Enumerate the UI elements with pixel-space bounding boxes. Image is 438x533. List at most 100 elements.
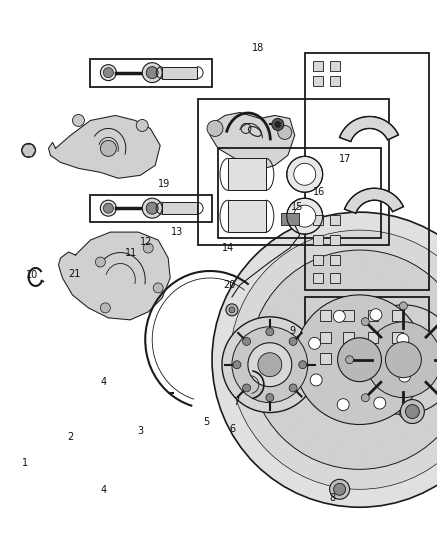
- Circle shape: [361, 394, 369, 402]
- Circle shape: [289, 384, 297, 392]
- Circle shape: [287, 198, 323, 234]
- Text: 15: 15: [291, 202, 304, 212]
- Bar: [305, 53, 429, 290]
- Text: 14: 14: [222, 243, 234, 253]
- Circle shape: [226, 304, 238, 316]
- Circle shape: [295, 295, 424, 424]
- Bar: [313, 235, 323, 245]
- Circle shape: [142, 198, 162, 218]
- Text: 11: 11: [125, 248, 137, 258]
- Text: 21: 21: [69, 270, 81, 279]
- Circle shape: [248, 343, 292, 386]
- Bar: [162, 202, 197, 214]
- Bar: [313, 273, 323, 283]
- Text: 16: 16: [313, 187, 325, 197]
- Circle shape: [207, 120, 223, 136]
- Circle shape: [334, 483, 346, 495]
- Circle shape: [278, 125, 292, 140]
- Text: 20: 20: [223, 280, 236, 289]
- Circle shape: [337, 399, 349, 410]
- Bar: [330, 215, 339, 225]
- Circle shape: [397, 334, 409, 345]
- Circle shape: [310, 374, 322, 386]
- Circle shape: [272, 118, 284, 131]
- Circle shape: [153, 283, 163, 293]
- Circle shape: [399, 370, 410, 382]
- Circle shape: [100, 303, 110, 313]
- Circle shape: [95, 257, 106, 267]
- Bar: [228, 158, 266, 190]
- Circle shape: [100, 200, 117, 216]
- Text: 17: 17: [339, 154, 352, 164]
- Circle shape: [142, 63, 162, 83]
- Polygon shape: [210, 112, 295, 168]
- Circle shape: [146, 202, 158, 214]
- Bar: [313, 215, 323, 225]
- Bar: [162, 67, 197, 78]
- Circle shape: [222, 317, 318, 413]
- Circle shape: [338, 338, 381, 382]
- Circle shape: [299, 361, 307, 369]
- Text: 19: 19: [158, 179, 170, 189]
- Circle shape: [100, 140, 117, 156]
- Circle shape: [330, 479, 350, 499]
- Bar: [392, 332, 403, 343]
- Bar: [330, 61, 339, 71]
- Circle shape: [146, 67, 158, 78]
- Text: 4: 4: [100, 484, 106, 495]
- Circle shape: [294, 163, 316, 185]
- Circle shape: [385, 342, 421, 378]
- Bar: [343, 353, 353, 364]
- Circle shape: [309, 337, 321, 349]
- Circle shape: [349, 305, 438, 415]
- Bar: [367, 353, 378, 364]
- Text: 8: 8: [329, 492, 336, 503]
- Text: 10: 10: [26, 270, 39, 280]
- Bar: [343, 332, 353, 343]
- Bar: [367, 332, 378, 343]
- Circle shape: [366, 322, 438, 398]
- Bar: [90, 195, 212, 222]
- Circle shape: [406, 405, 419, 418]
- Circle shape: [232, 327, 308, 402]
- Circle shape: [346, 356, 353, 364]
- Text: 12: 12: [140, 237, 153, 247]
- Circle shape: [361, 318, 369, 326]
- Circle shape: [400, 400, 424, 424]
- Circle shape: [241, 124, 251, 133]
- Bar: [313, 76, 323, 86]
- Polygon shape: [59, 232, 170, 320]
- Bar: [281, 213, 299, 225]
- Polygon shape: [345, 188, 403, 213]
- Circle shape: [294, 205, 316, 227]
- Bar: [228, 200, 266, 232]
- Circle shape: [230, 230, 438, 489]
- Polygon shape: [49, 116, 160, 178]
- Bar: [320, 353, 331, 364]
- Circle shape: [275, 122, 281, 127]
- Bar: [343, 310, 353, 321]
- Circle shape: [212, 212, 438, 507]
- Bar: [313, 255, 323, 265]
- Circle shape: [399, 302, 407, 310]
- Text: 9: 9: [289, 326, 295, 336]
- Bar: [320, 332, 331, 343]
- Bar: [90, 59, 212, 86]
- Bar: [320, 310, 331, 321]
- Text: 5: 5: [203, 417, 209, 427]
- Circle shape: [229, 307, 235, 313]
- Circle shape: [100, 64, 117, 80]
- Bar: [330, 255, 339, 265]
- Circle shape: [103, 203, 113, 213]
- Text: 4: 4: [100, 377, 106, 387]
- Bar: [330, 273, 339, 283]
- Text: 18: 18: [252, 43, 265, 53]
- Bar: [305, 297, 429, 379]
- Circle shape: [266, 328, 274, 336]
- Text: 13: 13: [171, 227, 184, 237]
- Circle shape: [243, 337, 251, 345]
- Text: 2: 2: [67, 432, 74, 441]
- Bar: [198, 99, 389, 245]
- Bar: [330, 76, 339, 86]
- Bar: [392, 310, 403, 321]
